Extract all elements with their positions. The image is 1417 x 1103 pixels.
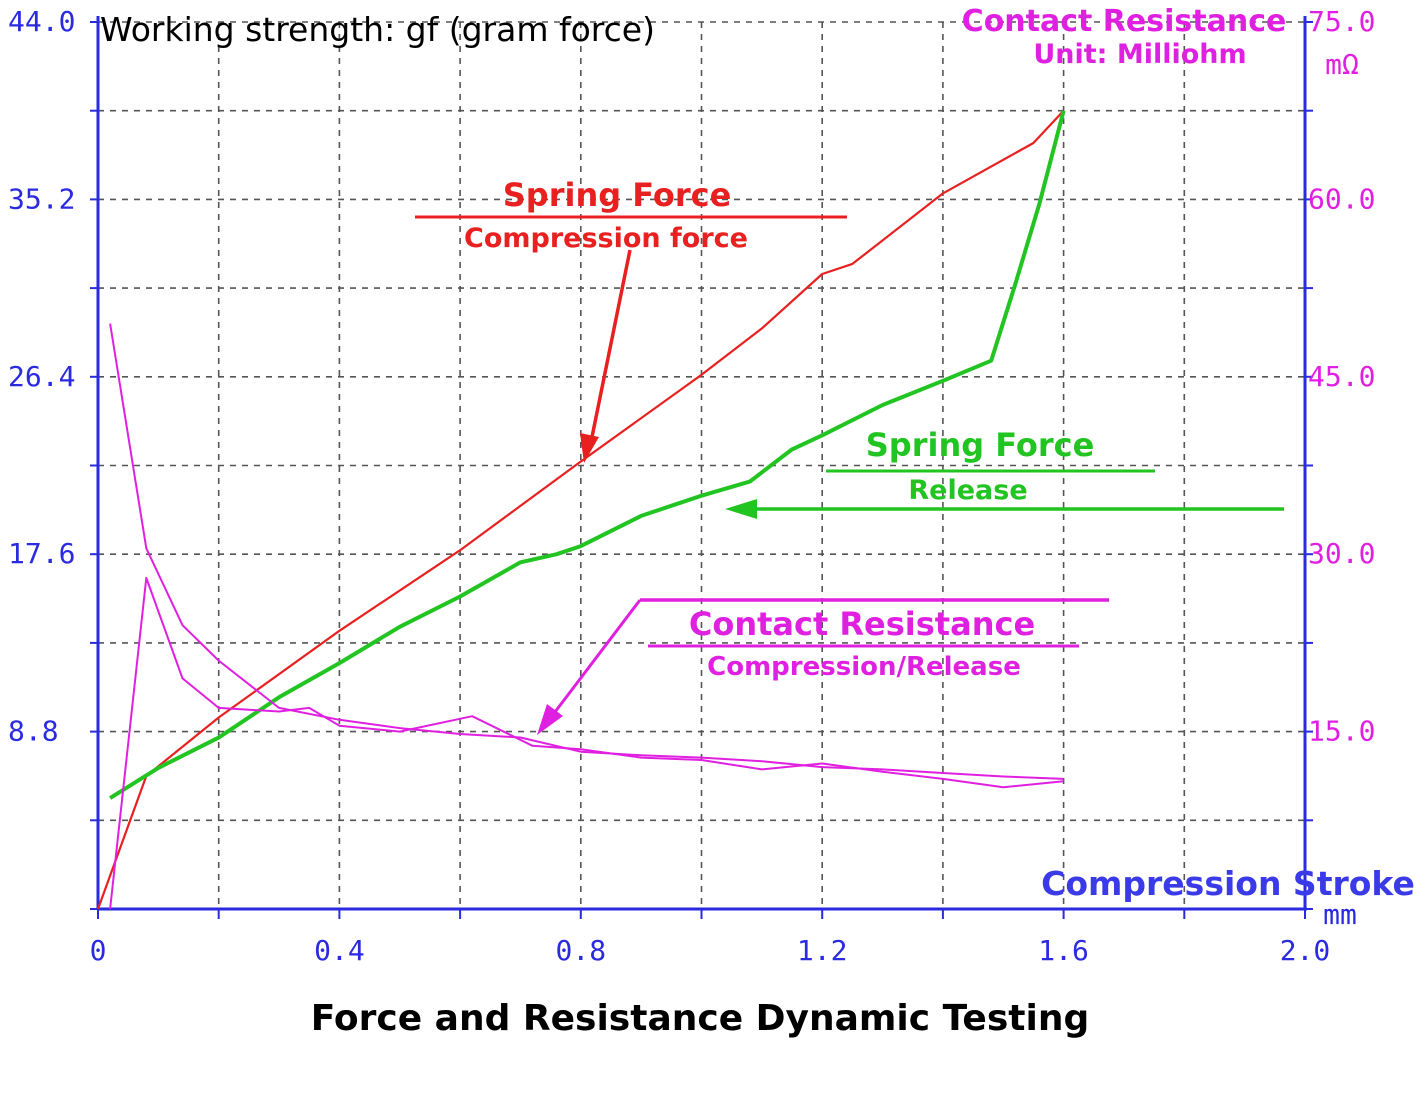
annotation-compression-sub: Compression force (464, 223, 748, 254)
series-resistance-compression (109, 576, 1064, 910)
y-left-tick-label: 26.4 (8, 360, 75, 393)
x-tick-label: 0.4 (314, 934, 365, 967)
x-tick-label: 1.6 (1038, 934, 1089, 967)
x-tick-label: 0.8 (556, 934, 607, 967)
x-tick-label: 2.0 (1280, 934, 1331, 967)
y-right-axis-unit: mΩ (1325, 48, 1359, 81)
y-right-tick-label: 60.0 (1308, 182, 1375, 215)
annotation-resistance-arrow-shaft (553, 599, 642, 713)
chart-title: Force and Resistance Dynamic Testing (311, 998, 1089, 1039)
y-right-axis-sublabel: Unit: Milliohm (1033, 39, 1246, 70)
x-axis-unit: mm (1323, 898, 1357, 931)
y-left-tick-label: 17.6 (8, 537, 75, 570)
grid (98, 21, 1306, 909)
axes (90, 16, 1313, 919)
y-right-tick-label: 30.0 (1308, 537, 1375, 570)
annotation-release-arrow-head (725, 499, 757, 519)
series-resistance-release (109, 323, 1064, 780)
annotation-compression-title: Spring Force (503, 176, 732, 214)
annotation-release-sub: Release (908, 475, 1027, 506)
annotation-compression-arrow-head (580, 433, 599, 463)
y-right-tick-label: 45.0 (1308, 360, 1375, 393)
annotation-resistance-arrow-head (537, 704, 563, 735)
x-axis-label: Compression Stroke (1041, 864, 1415, 903)
y-right-tick-label: 15.0 (1308, 715, 1375, 748)
y-left-axis-label: Working strength: gf (gram force) (100, 10, 655, 49)
y-left-tick-label: 35.2 (8, 182, 75, 215)
series-compression-force (96, 109, 1065, 910)
x-tick-label: 0 (90, 934, 107, 967)
annotation-release-title: Spring Force (866, 426, 1095, 464)
y-left-tick-label: 44.0 (8, 5, 75, 38)
y-left-tick-label: 8.8 (8, 715, 59, 748)
annotation-resistance-sub: Compression/Release (707, 652, 1021, 682)
y-right-axis-label: Contact Resistance (962, 4, 1287, 39)
x-tick-label: 1.2 (797, 934, 848, 967)
annotation-resistance-title: Contact Resistance (689, 605, 1035, 643)
annotations: Spring Force Compression force Spring Forc… (415, 176, 1284, 735)
y-right-tick-label: 75.0 (1308, 5, 1375, 38)
annotation-compression-arrow-shaft (590, 249, 632, 438)
tick-labels: 44.0 35.2 26.4 17.6 8.8 75.0 60.0 45.0 30.0 15.0 0… (8, 5, 1375, 967)
series (96, 109, 1066, 910)
series-release-force (109, 110, 1066, 800)
